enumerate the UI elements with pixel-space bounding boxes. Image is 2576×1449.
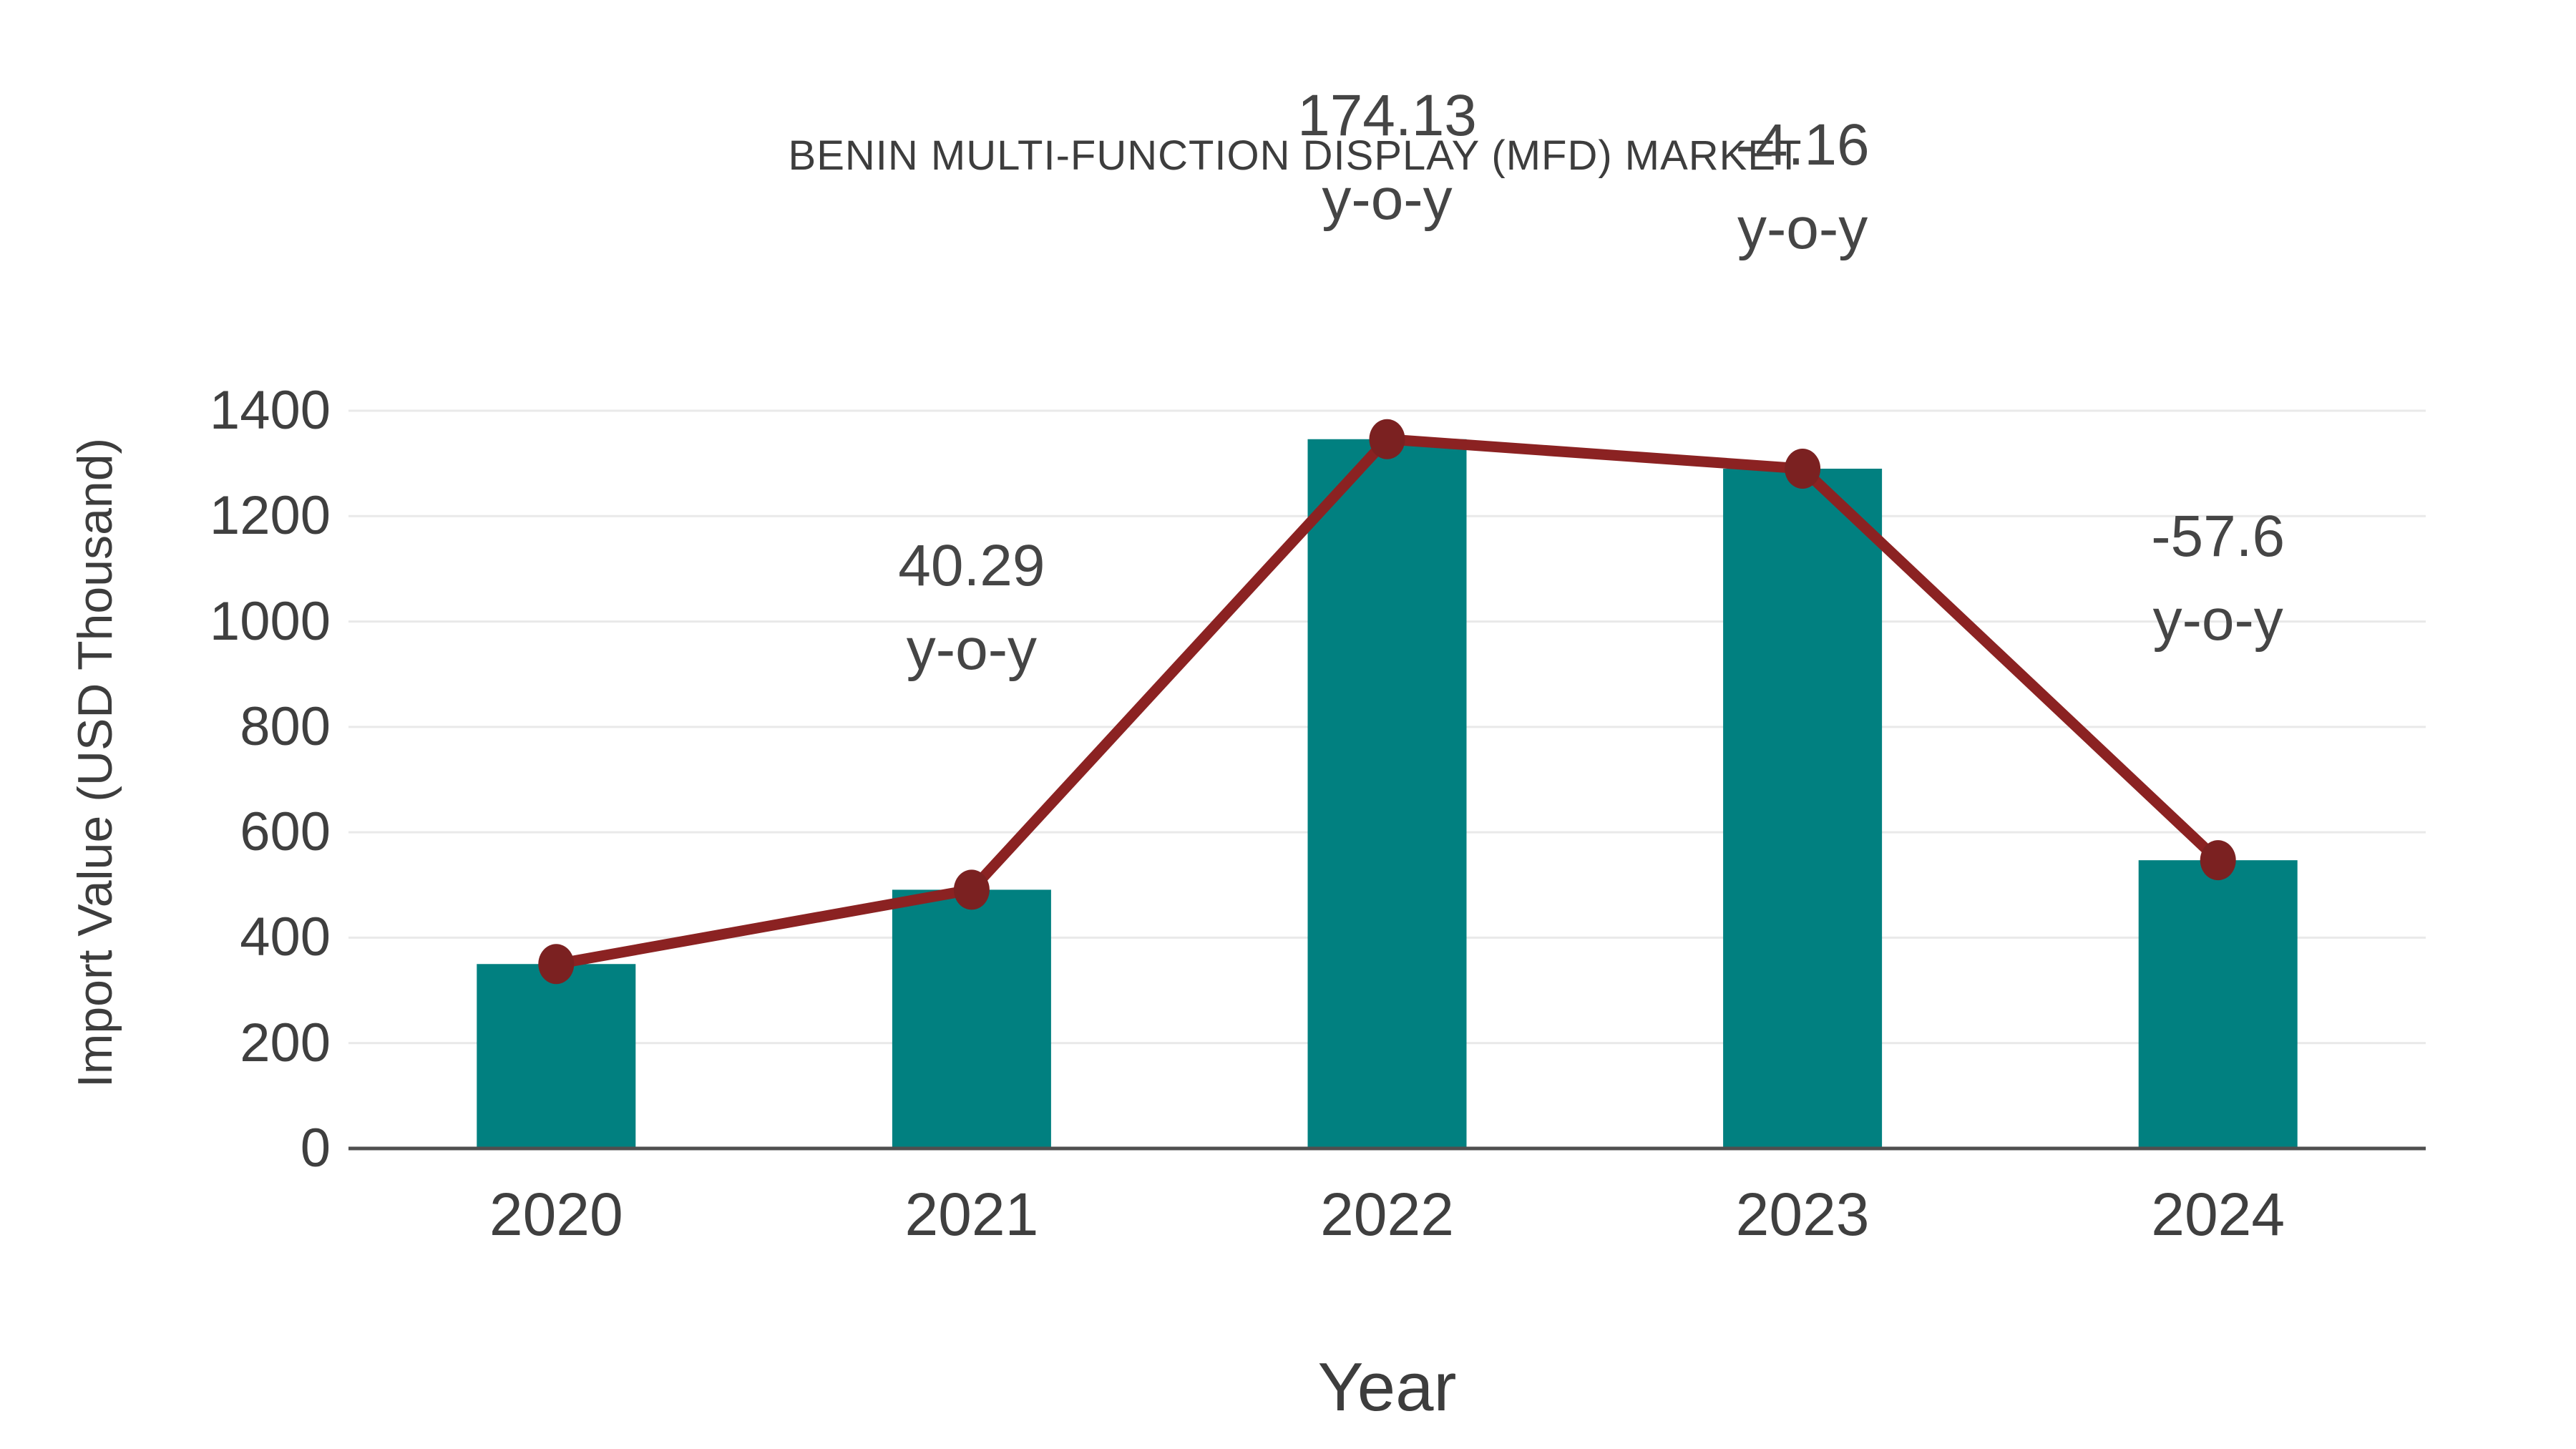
annotation-value: 40.29 [898, 533, 1045, 599]
x-tick-label: 2023 [1735, 1181, 1870, 1248]
x-tick-label: 2022 [1320, 1181, 1454, 1248]
x-axis-title: Year [1317, 1349, 1457, 1425]
annotation-2022: 174.13 y-o-y [1137, 74, 1638, 241]
annotation-unit: y-o-y [2152, 587, 2283, 653]
y-tick-label: 0 [300, 1118, 331, 1179]
y-tick-label: 800 [240, 696, 331, 757]
annotation-2023: -4.16 y-o-y [1552, 103, 2053, 270]
x-tick-label: 2024 [2151, 1181, 2285, 1248]
y-tick-label: 1400 [209, 380, 331, 441]
annotation-2021: 40.29 y-o-y [721, 524, 1222, 691]
bar-2024 [2138, 860, 2298, 1148]
marker-2020 [538, 944, 575, 985]
marker-2022 [1369, 419, 1405, 459]
marker-2024 [2200, 840, 2236, 881]
y-tick-label: 600 [240, 801, 331, 863]
x-tick-label: 2021 [904, 1181, 1039, 1248]
marker-2021 [953, 869, 990, 910]
annotation-2024: -57.6 y-o-y [1968, 494, 2469, 662]
x-tick-label: 2020 [489, 1181, 623, 1248]
chart-title: BENIN MULTI-FUNCTION DISPLAY (MFD) MARKE… [788, 132, 1802, 179]
y-tick-label: 1000 [209, 590, 331, 652]
annotation-unit: y-o-y [1737, 196, 1868, 261]
y-tick-label: 400 [240, 907, 331, 968]
bar-2023 [1723, 469, 1883, 1148]
bar-2021 [892, 889, 1051, 1148]
annotation-value: -4.16 [1735, 112, 1870, 177]
y-tick-label: 200 [240, 1012, 331, 1073]
annotation-unit: y-o-y [1322, 166, 1453, 232]
annotation-value: -57.6 [2151, 504, 2285, 570]
y-tick-label: 1200 [209, 485, 331, 547]
bar-2022 [1307, 439, 1467, 1148]
marker-2023 [1785, 449, 1821, 489]
annotation-unit: y-o-y [906, 617, 1037, 683]
annotation-value: 174.13 [1297, 82, 1477, 148]
bar-2020 [477, 964, 636, 1148]
